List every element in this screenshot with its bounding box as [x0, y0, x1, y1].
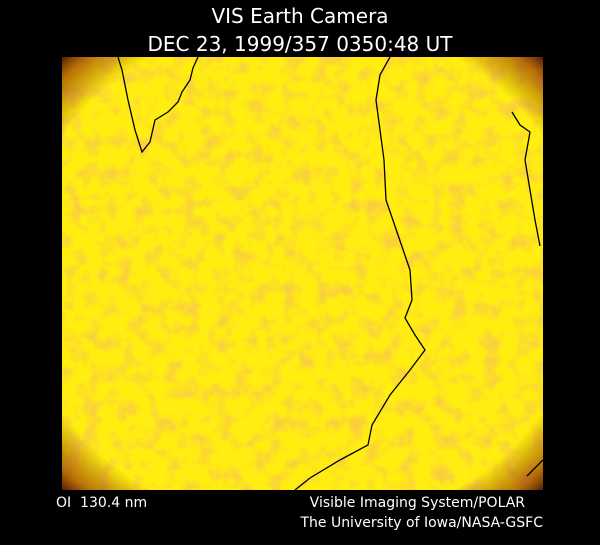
timestamp: DEC 23, 1999/357 0350:48 UT [148, 32, 454, 56]
filter-label: OI 130.4 nm [56, 495, 147, 511]
title: VIS Earth Camera [211, 4, 388, 28]
earth-image [62, 57, 543, 490]
coastlines [117, 57, 543, 490]
credit-line: The University of Iowa/NASA-GSFC [299, 515, 543, 531]
credit-line: Visible Imaging System/POLAR [310, 495, 526, 511]
